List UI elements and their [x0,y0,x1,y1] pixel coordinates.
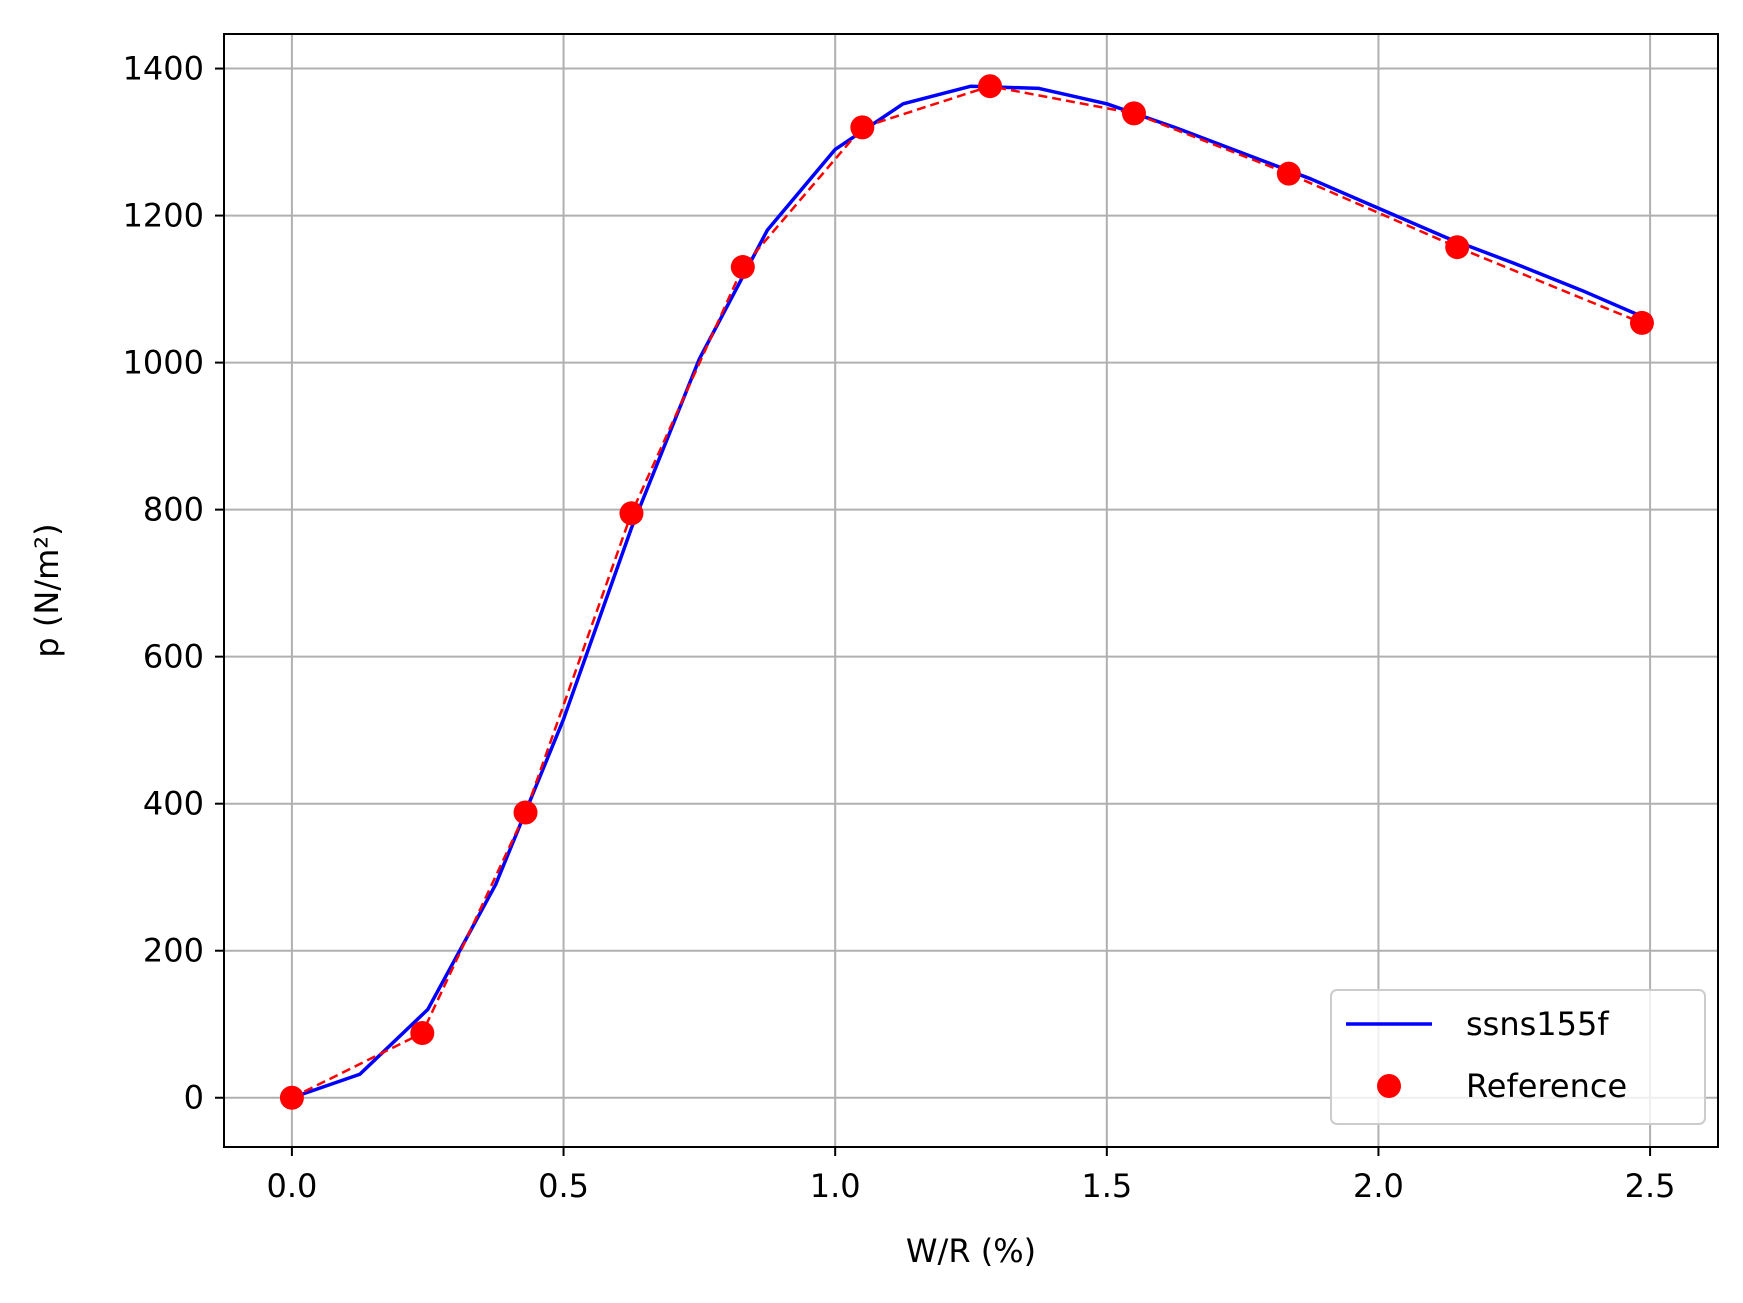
x-tick-label: 2.0 [1353,1167,1404,1205]
reference-point [850,115,875,140]
legend-marker-swatch [1377,1074,1401,1098]
y-tick-label: 1400 [123,50,204,88]
x-axis-label: W/R (%) [906,1232,1036,1270]
grid [224,34,1718,1147]
legend-label-ssns155f: ssns155f [1466,1005,1609,1043]
plot-frame [223,33,1719,1148]
plot-area [279,74,1654,1110]
series-line-reference-dashed [291,84,1643,1099]
reference-point [1276,161,1301,186]
reference-point [279,1085,304,1110]
y-tick-label: 0 [184,1079,204,1117]
y-axis-label: p (N/m²) [28,523,66,657]
y-tick-label: 1000 [123,344,204,382]
y-tick-label: 1200 [123,197,204,235]
x-tick-label: 0.0 [266,1167,317,1205]
axis-ticks: 0.0 0.5 1.0 1.5 2.0 2.5 0 200 400 600 800 1000 1200 1… [123,50,1676,1205]
x-tick-label: 2.5 [1625,1167,1676,1205]
reference-point [619,501,644,526]
y-tick-label: 200 [143,932,204,970]
x-tick-label: 1.0 [810,1167,861,1205]
reference-point [978,74,1003,99]
x-tick-label: 1.5 [1081,1167,1132,1205]
y-tick-label: 600 [143,638,204,676]
y-tick-label: 800 [143,491,204,529]
y-tick-label: 400 [143,785,204,823]
legend-label-reference: Reference [1466,1067,1627,1105]
reference-point [1445,235,1470,260]
x-tick-label: 0.5 [538,1167,589,1205]
reference-point [1629,310,1654,335]
reference-point [1121,101,1146,126]
reference-point [410,1021,435,1046]
reference-point [730,255,755,280]
reference-point [513,800,538,825]
legend: ssns155f Reference [1330,989,1706,1125]
